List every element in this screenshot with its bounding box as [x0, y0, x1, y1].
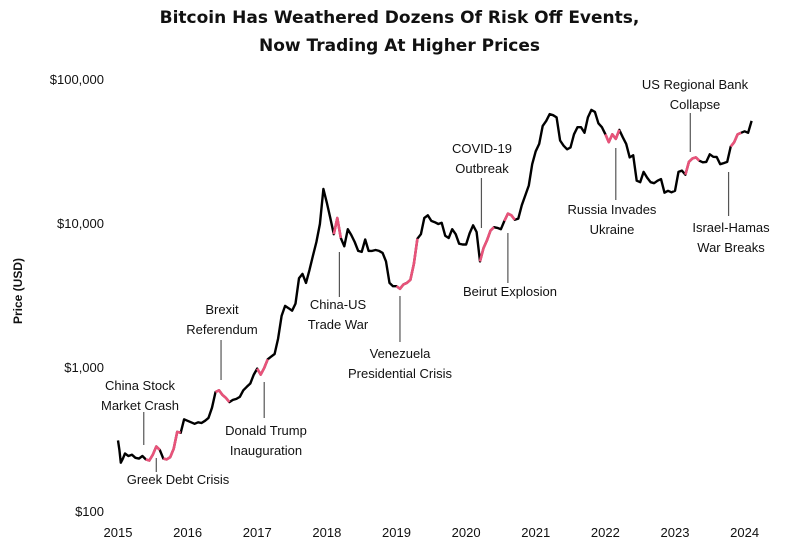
risk-off-segment	[163, 430, 182, 461]
x-tick-label: 2016	[173, 525, 202, 540]
annotation-label: War Breaks	[697, 240, 765, 255]
x-tick-label: 2021	[521, 525, 550, 540]
risk-off-segment	[145, 445, 161, 462]
x-tick-label: 2022	[591, 525, 620, 540]
annotation-label: Donald Trump	[225, 423, 307, 438]
annotation-label: Referendum	[186, 322, 258, 337]
x-tick-label: 2019	[382, 525, 411, 540]
y-tick-label: $10,000	[57, 216, 104, 231]
risk-off-segment	[256, 358, 269, 376]
annotation-label: US Regional Bank	[642, 77, 749, 92]
risk-off-segment	[395, 238, 419, 291]
annotation-label: Venezuela	[370, 346, 431, 361]
annotation-label: Israel-Hamas	[692, 220, 770, 235]
x-tick-label: 2024	[730, 525, 759, 540]
chart-subtitle: Now Trading At Higher Prices	[258, 36, 541, 56]
annotation-label: Outbreak	[455, 161, 509, 176]
risk-off-segment	[684, 156, 701, 176]
risk-off-segment	[604, 129, 621, 144]
chart-title: Bitcoin Has Weathered Dozens Of Risk Off…	[159, 8, 640, 28]
annotation-label: Inauguration	[230, 443, 302, 458]
annotation-label: Beirut Explosion	[463, 284, 557, 299]
x-tick-label: 2017	[243, 525, 272, 540]
risk-off-segment	[214, 389, 231, 403]
risk-off-segment	[478, 226, 495, 262]
x-tick-label: 2018	[312, 525, 341, 540]
risk-off-segment	[503, 212, 516, 222]
x-tick-label: 2015	[104, 525, 133, 540]
risk-off-segment	[729, 131, 742, 148]
y-tick-label: $1,000	[64, 360, 104, 375]
annotation-label: Market Crash	[101, 398, 179, 413]
annotation-label: China-US	[310, 297, 367, 312]
annotation-label: Presidential Crisis	[348, 366, 453, 381]
annotation-label: Collapse	[670, 97, 721, 112]
risk-off-segment	[332, 216, 343, 239]
y-tick-label: $100,000	[50, 72, 104, 87]
price-line	[116, 108, 753, 464]
annotation-label: China Stock	[105, 378, 176, 393]
annotation-label: Russia Invades	[568, 202, 657, 217]
x-tick-label: 2020	[452, 525, 481, 540]
annotation-label: Ukraine	[590, 222, 635, 237]
y-tick-label: $100	[75, 504, 104, 519]
x-tick-label: 2023	[661, 525, 690, 540]
annotation-label: Greek Debt Crisis	[127, 472, 230, 487]
annotation-label: Trade War	[308, 317, 369, 332]
annotation-label: COVID-19	[452, 141, 512, 156]
annotation-label: Brexit	[205, 302, 239, 317]
